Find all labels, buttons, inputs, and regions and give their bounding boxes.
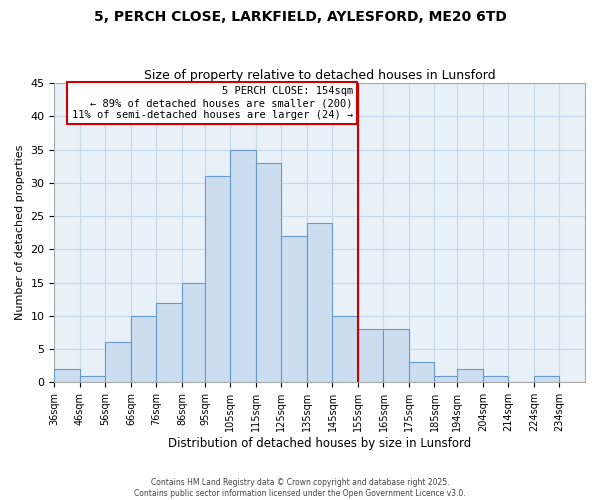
Bar: [157, 302, 182, 382]
Bar: [205, 176, 230, 382]
Bar: [457, 369, 483, 382]
Bar: [332, 316, 358, 382]
Bar: [483, 376, 508, 382]
Bar: [55, 369, 80, 382]
Bar: [182, 282, 205, 382]
Text: 5 PERCH CLOSE: 154sqm
← 89% of detached houses are smaller (200)
11% of semi-det: 5 PERCH CLOSE: 154sqm ← 89% of detached …: [71, 86, 353, 120]
Text: 5, PERCH CLOSE, LARKFIELD, AYLESFORD, ME20 6TD: 5, PERCH CLOSE, LARKFIELD, AYLESFORD, ME…: [94, 10, 506, 24]
Bar: [358, 329, 383, 382]
Bar: [106, 342, 131, 382]
Bar: [230, 150, 256, 382]
Text: Contains HM Land Registry data © Crown copyright and database right 2025.
Contai: Contains HM Land Registry data © Crown c…: [134, 478, 466, 498]
Bar: [434, 376, 457, 382]
Bar: [534, 376, 559, 382]
Y-axis label: Number of detached properties: Number of detached properties: [15, 145, 25, 320]
Bar: [409, 362, 434, 382]
Bar: [131, 316, 157, 382]
Bar: [256, 163, 281, 382]
Bar: [281, 236, 307, 382]
Bar: [383, 329, 409, 382]
Bar: [80, 376, 106, 382]
Title: Size of property relative to detached houses in Lunsford: Size of property relative to detached ho…: [144, 69, 496, 82]
X-axis label: Distribution of detached houses by size in Lunsford: Distribution of detached houses by size …: [168, 437, 472, 450]
Bar: [307, 223, 332, 382]
